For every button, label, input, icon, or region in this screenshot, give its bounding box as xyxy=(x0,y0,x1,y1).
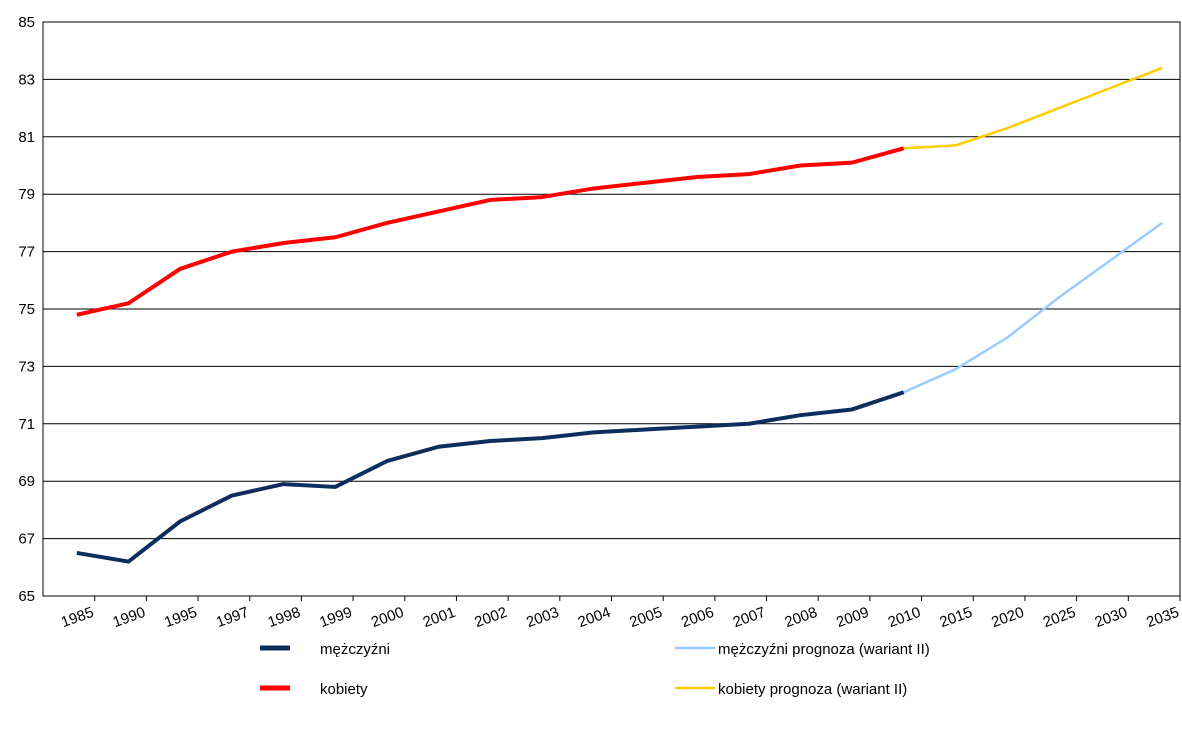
y-tick-label: 83 xyxy=(18,71,35,88)
x-tick-label: 1990 xyxy=(111,604,148,631)
series-line xyxy=(903,221,1163,394)
x-tick-label: 1997 xyxy=(214,604,251,631)
x-tick-label: 2030 xyxy=(1093,604,1130,631)
x-tick-label: 2020 xyxy=(989,604,1026,631)
x-tick-label: 2008 xyxy=(782,604,819,631)
series-line xyxy=(76,146,905,317)
series-line xyxy=(903,66,1163,150)
x-tick-label: 2006 xyxy=(679,604,716,631)
x-tick-label: 2005 xyxy=(627,604,664,631)
x-tick-label: 2035 xyxy=(1144,604,1181,631)
x-tick-label: 1999 xyxy=(317,604,354,631)
x-tick-label: 2002 xyxy=(472,604,509,631)
x-tick-label: 2003 xyxy=(524,604,561,631)
y-tick-label: 69 xyxy=(18,473,35,490)
x-tick-label: 2000 xyxy=(369,604,406,631)
y-tick-label: 71 xyxy=(18,416,35,433)
y-tick-label: 81 xyxy=(18,129,35,146)
x-tick-label: 1998 xyxy=(266,604,303,631)
x-tick-label: 2007 xyxy=(731,604,768,631)
x-tick-label: 1995 xyxy=(162,604,199,631)
x-tick-label: 1985 xyxy=(59,604,96,631)
x-tick-label: 2010 xyxy=(886,604,923,631)
legend-label: mężczyźni prognoza (wariant II) xyxy=(718,641,930,658)
x-tick-label: 2004 xyxy=(576,604,613,631)
x-tick-label: 2001 xyxy=(421,604,458,631)
y-tick-label: 75 xyxy=(18,301,35,318)
y-tick-label: 73 xyxy=(18,358,35,375)
x-tick-label: 2009 xyxy=(834,604,871,631)
y-tick-label: 77 xyxy=(18,244,35,261)
x-tick-label: 2015 xyxy=(937,604,974,631)
y-tick-label: 67 xyxy=(18,531,35,548)
legend-label: kobiety xyxy=(320,681,368,698)
series-line xyxy=(76,390,905,564)
legend-label: kobiety prognoza (wariant II) xyxy=(718,681,907,698)
y-tick-label: 79 xyxy=(18,186,35,203)
x-tick-label: 2025 xyxy=(1041,604,1078,631)
y-tick-label: 65 xyxy=(18,588,35,605)
legend-label: mężczyźni xyxy=(320,641,390,658)
y-tick-label: 85 xyxy=(18,14,35,31)
